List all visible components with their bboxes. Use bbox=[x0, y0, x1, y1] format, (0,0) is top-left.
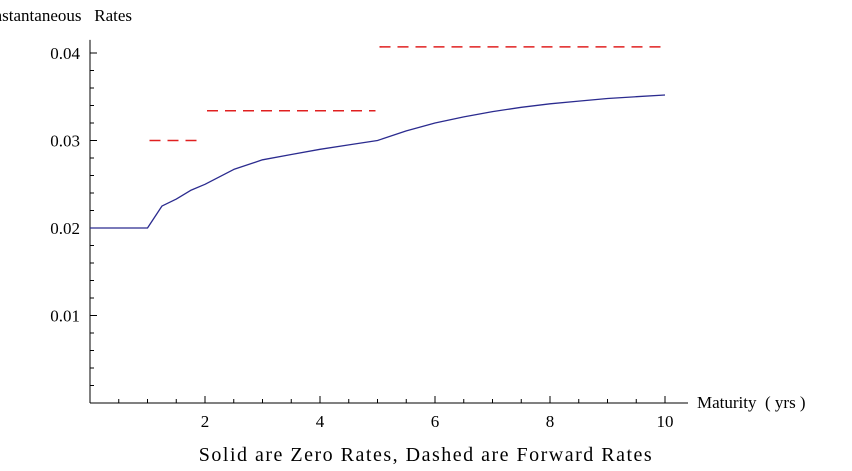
x-axis-title: Maturity ( yrs ) bbox=[697, 393, 806, 412]
chart-caption: Solid are Zero Rates, Dashed are Forward… bbox=[199, 444, 653, 466]
x-tick-label: 6 bbox=[431, 412, 440, 431]
tick-labels: 2 4 6 8 10 0.01 0.02 0.03 0.04 bbox=[50, 44, 673, 431]
x-tick-label: 10 bbox=[657, 412, 674, 431]
y-tick-label: 0.03 bbox=[50, 132, 80, 151]
series-layer bbox=[90, 46, 666, 229]
y-tick-label: 0.04 bbox=[50, 44, 80, 63]
x-tick-label: 4 bbox=[316, 412, 325, 431]
tick-marks bbox=[90, 52, 666, 403]
axes bbox=[89, 39, 688, 404]
y-tick-label: 0.01 bbox=[50, 307, 80, 326]
zero-rate-line bbox=[90, 94, 666, 229]
y-axis-title: Instantaneous Rates bbox=[0, 6, 132, 25]
y-tick-label: 0.02 bbox=[50, 219, 80, 238]
x-tick-label: 2 bbox=[201, 412, 210, 431]
x-tick-label: 8 bbox=[546, 412, 555, 431]
